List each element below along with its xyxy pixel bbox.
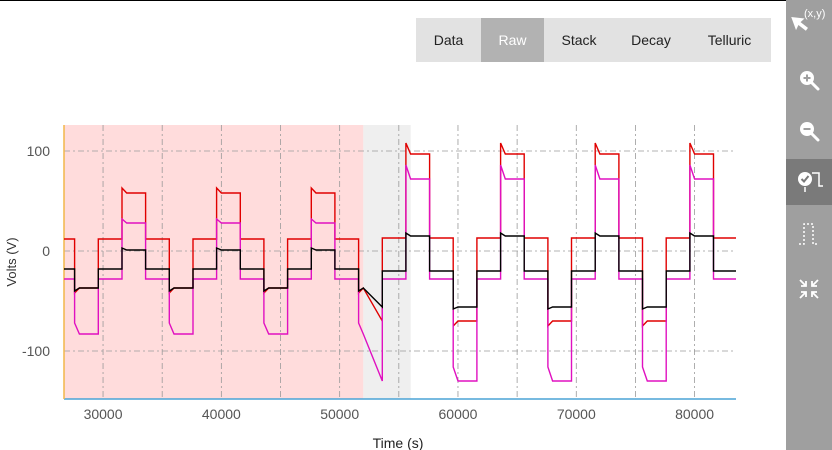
- tab-data[interactable]: Data: [433, 32, 464, 48]
- top-border: [0, 0, 786, 1]
- x-tick-label-40000: 40000: [202, 406, 241, 422]
- series-line-1: [64, 164, 736, 382]
- x-tick-label-60000: 60000: [439, 406, 478, 422]
- x-tick-label-70000: 70000: [557, 406, 596, 422]
- x-tick-label-80000: 80000: [675, 406, 714, 422]
- check-square-wave-tool[interactable]: [786, 159, 832, 205]
- collapse-icon: [799, 279, 819, 299]
- chart-toolbar: (x,y): [786, 0, 832, 450]
- tab-raw[interactable]: Raw: [481, 18, 544, 62]
- square-wave-tool[interactable]: [786, 210, 832, 256]
- select-xy-label: (x,y): [804, 8, 826, 20]
- axes: [63, 125, 736, 400]
- square-wave-icon: [799, 223, 819, 245]
- collapse-tool[interactable]: [786, 266, 832, 312]
- select-xy-icon: [791, 16, 808, 31]
- view-tab-bar: Data Raw Stack Decay Telluric: [416, 18, 771, 62]
- y-tick-label-0: 0: [42, 243, 50, 259]
- tab-decay[interactable]: Decay: [631, 32, 671, 48]
- x-axis-title: Time (s): [373, 435, 424, 450]
- y-tick-label-100: 100: [27, 143, 51, 159]
- zoom-out-icon: [800, 122, 820, 142]
- grid-lines: [64, 125, 736, 399]
- region-0: [64, 125, 364, 399]
- raw-voltage-chart[interactable]: 30000 40000 50000 60000 70000 80000 -100 0 100 T…: [0, 100, 786, 450]
- tick-labels: 30000 40000 50000 60000 70000 80000 -100 0 100: [22, 143, 714, 422]
- data-series: [64, 142, 736, 382]
- y-tick-label--100: -100: [22, 343, 50, 359]
- check-square-wave-icon: [798, 172, 823, 192]
- zoom-in-tool[interactable]: [786, 57, 832, 103]
- zoom-in-icon: [800, 71, 820, 91]
- y-axis-title: Volts (V): [4, 237, 19, 286]
- x-tick-label-30000: 30000: [84, 406, 123, 422]
- select-xy-tool[interactable]: (x,y): [786, 0, 832, 46]
- highlight-regions: [64, 125, 411, 399]
- tab-stack[interactable]: Stack: [561, 32, 597, 48]
- series-line-2: [64, 231, 736, 311]
- region-1: [363, 125, 411, 399]
- x-tick-label-50000: 50000: [320, 406, 359, 422]
- tab-telluric[interactable]: Telluric: [707, 32, 752, 48]
- zoom-out-tool[interactable]: [786, 108, 832, 154]
